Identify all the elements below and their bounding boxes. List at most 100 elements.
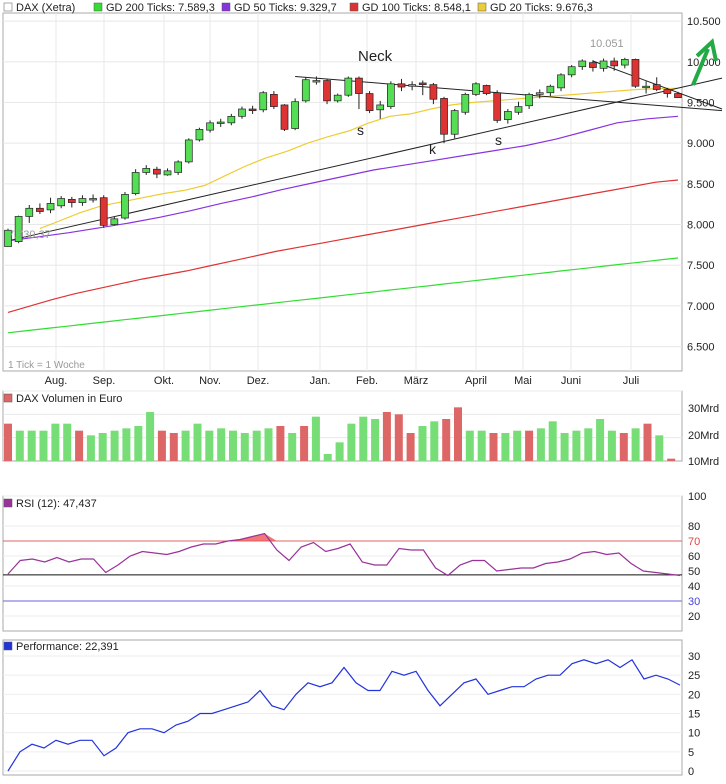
volume-bar <box>288 433 297 461</box>
volume-bar <box>465 430 474 461</box>
price-legend-swatch <box>477 2 487 12</box>
rsi-y-tick-label: 40 <box>688 581 700 593</box>
volume-bar <box>655 435 664 461</box>
candle-body <box>25 207 34 217</box>
price-y-tick-label: 6.500 <box>687 342 715 354</box>
rsi-y-tick-label: 100 <box>688 491 706 503</box>
volume-bar <box>134 426 143 461</box>
candle-body <box>514 106 523 113</box>
candle-body <box>333 94 342 102</box>
performance-gridlines <box>3 655 682 772</box>
performance-y-tick-label: 10 <box>688 728 700 740</box>
volume-bar <box>15 430 24 461</box>
candle-body <box>450 110 459 135</box>
rsi-plot-area <box>2 495 683 632</box>
volume-bar <box>394 414 403 461</box>
candle-body <box>589 62 597 68</box>
candle-body <box>57 198 66 207</box>
rsi-legend: RSI (12): 47,437 <box>16 498 97 510</box>
candle-body <box>344 77 353 96</box>
price-y-tick-label: 10.500 <box>687 16 721 28</box>
volume-bar <box>442 419 451 461</box>
price-x-tick-label: Mai <box>514 375 532 387</box>
price-legend-swatch <box>3 2 13 12</box>
candle-body <box>642 85 650 89</box>
volume-bar <box>489 433 498 461</box>
volume-tick-20: 20Mrd <box>688 430 719 442</box>
candle-body <box>482 85 491 94</box>
candle-body <box>397 83 406 88</box>
volume-tick-30: 30Mrd <box>688 403 719 415</box>
candle-body <box>163 170 172 176</box>
volume-bar <box>536 428 545 461</box>
performance-y-tick-label: 30 <box>688 651 700 663</box>
candle-body <box>546 85 555 94</box>
rsi-y-tick-label: 20 <box>688 611 700 623</box>
tick-note: 1 Tick = 1 Woche <box>8 360 85 371</box>
performance-legend-swatch <box>3 641 13 651</box>
price-x-tick-label: Nov. <box>199 375 221 387</box>
price-legend-label: GD 20 Ticks: 9.676,3 <box>490 2 593 14</box>
price-panel: 10.50010.0009.5009.0008.5008.0007.5007.0… <box>2 2 723 387</box>
performance-panel: 30 25 20 15 10 5 0 Performance: 22,391 <box>2 639 700 778</box>
volume-bar <box>217 428 226 461</box>
performance-y-tick-label: 0 <box>688 766 694 778</box>
candle-body <box>376 104 385 111</box>
candle-body <box>472 83 480 95</box>
rsi-y-tick-label: 50 <box>688 566 700 578</box>
volume-bar <box>122 428 131 461</box>
rsi-gridlines <box>3 495 682 617</box>
neckline <box>295 75 723 112</box>
candle-body <box>674 93 682 98</box>
volume-bar <box>276 426 285 461</box>
volume-bar <box>513 430 522 461</box>
candle-body <box>567 66 576 76</box>
candle-body <box>259 92 268 111</box>
candle-body <box>216 121 225 124</box>
rsi-overbought-area <box>215 533 277 541</box>
volume-bar <box>98 433 107 461</box>
rsi-y-tick-label: 70 <box>688 536 700 548</box>
volume-bar <box>27 430 36 461</box>
volume-bar <box>430 421 439 461</box>
price-legend-swatch <box>93 2 103 12</box>
performance-plot-area <box>2 639 683 776</box>
volume-bar <box>607 430 616 461</box>
price-x-tick-label: Jan. <box>310 375 331 387</box>
price-moving-averages <box>7 87 679 334</box>
candle-body <box>652 84 661 90</box>
volume-bar <box>667 458 676 461</box>
gd200-line <box>7 257 679 334</box>
volume-bar <box>75 430 84 461</box>
volume-bars <box>4 407 676 461</box>
volume-bar <box>643 423 652 461</box>
volume-bar <box>501 433 510 461</box>
candle-body <box>46 203 55 211</box>
annotation-k: k <box>429 141 437 157</box>
price-y-tick-label: 9.500 <box>687 98 715 110</box>
annotation-high: 10.051 <box>590 38 624 50</box>
price-y-ticks: 10.50010.0009.5009.0008.5008.0007.5007.0… <box>687 16 721 353</box>
candle-body <box>408 84 416 87</box>
volume-bar <box>193 423 202 461</box>
volume-bar <box>63 423 72 461</box>
price-y-tick-label: 8.500 <box>687 179 715 191</box>
gd50-line <box>7 115 679 242</box>
candle-body <box>493 92 502 121</box>
annotation-low: 7.730,37 <box>8 229 51 241</box>
rsi-y-tick-label: 80 <box>688 521 700 533</box>
price-x-tick-label: Dez. <box>247 375 270 387</box>
candle-body <box>121 194 129 219</box>
volume-bar <box>39 430 48 461</box>
rsi-series-line <box>7 532 681 577</box>
candle-body <box>599 60 608 69</box>
candle-body <box>429 84 438 100</box>
performance-y-tick-label: 25 <box>688 670 700 682</box>
price-legend-label: GD 100 Ticks: 8.548,1 <box>362 2 471 14</box>
candle-body <box>195 129 204 141</box>
candle-body <box>270 94 278 107</box>
candle-body <box>67 198 76 203</box>
volume-bar <box>240 433 249 461</box>
candle-body <box>610 60 619 67</box>
